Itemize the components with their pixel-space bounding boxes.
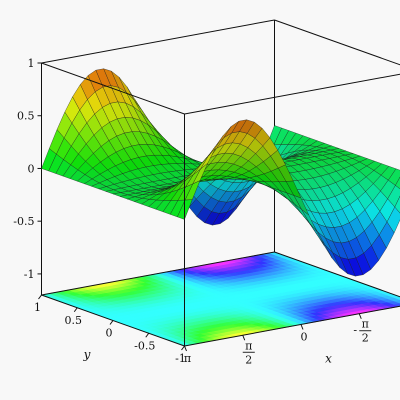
- surface-mesh: [41, 68, 400, 277]
- y-tick-label: -0.5: [134, 339, 155, 352]
- tick-mark: [358, 313, 362, 319]
- svg-text:-: -: [353, 324, 357, 337]
- x-tick-label: π/2π2: [242, 339, 255, 366]
- y-axis-title: y: [83, 348, 91, 362]
- tick-mark: [181, 345, 185, 351]
- surface-patch: [395, 176, 400, 190]
- y-tick-label: 0.5: [65, 314, 83, 327]
- tick-mark: [145, 332, 150, 338]
- z-tick-label: -1: [24, 268, 35, 281]
- box-edge: [274, 251, 400, 298]
- surface-patch: [394, 195, 400, 214]
- box-edge: [41, 19, 275, 64]
- box-edge: [274, 19, 400, 66]
- x-tick-label: 0: [301, 331, 308, 344]
- svg-text:π: π: [362, 318, 369, 331]
- svg-text:2: 2: [245, 353, 252, 366]
- x-tick-label: π: [184, 352, 191, 365]
- y-tick-label: 0: [106, 327, 113, 340]
- z-tick-label: 1: [28, 57, 35, 70]
- tick-mark: [300, 324, 304, 330]
- bounding-box-front-edges: [41, 19, 400, 347]
- tick-mark: [109, 320, 114, 325]
- surface-patch: [254, 127, 271, 147]
- svg-text:2: 2: [362, 332, 369, 345]
- svg-text:π: π: [245, 339, 252, 352]
- tick-mark: [184, 345, 187, 352]
- floor-density-projection: [40, 251, 400, 347]
- box-edge: [184, 73, 400, 115]
- box-edge: [41, 62, 185, 115]
- x-axis-title: x: [325, 351, 332, 365]
- z-tick-label: 0.5: [17, 110, 35, 123]
- tick-mark: [242, 335, 246, 341]
- tick-mark: [73, 307, 78, 313]
- y-tick-label: 1: [34, 301, 41, 314]
- x-tick-label: -π/2π2-: [353, 318, 372, 345]
- tick-mark: [38, 294, 42, 300]
- z-tick-label: 0: [28, 162, 35, 175]
- y-tick-label: -1: [175, 352, 186, 365]
- box-edge: [41, 251, 275, 296]
- z-tick-label: -0.5: [13, 215, 34, 228]
